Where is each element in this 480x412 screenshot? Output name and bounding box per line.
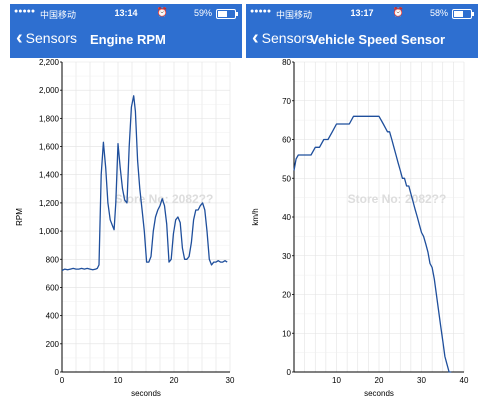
y-tick-label: 1,000 (39, 227, 60, 236)
y-tick-label: 50 (282, 174, 291, 183)
back-label: Sensors (25, 30, 78, 46)
carrier-name: 中国移动 (40, 10, 77, 20)
y-tick-label: 1,600 (39, 143, 60, 152)
vehicle-speed-screen: ●●●●● 中国移动 13:17 ⏰ 58% ‹ Sensors Vehicle… (246, 4, 478, 406)
signal-icon: ●●●●● (14, 8, 36, 15)
y-tick-label: 2,200 (39, 58, 60, 67)
watermark-text: Store No: 2082?? (348, 192, 447, 206)
x-tick-label: 0 (60, 376, 65, 385)
x-tick-label: 30 (417, 376, 426, 385)
y-tick-label: 70 (282, 97, 291, 106)
x-tick-label: 10 (332, 376, 341, 385)
series-line (61, 95, 228, 272)
y-tick-label: 80 (282, 58, 291, 67)
status-bar: ●●●●● 中国移动 13:14 ⏰ 59% (10, 4, 242, 22)
y-tick-label: 60 (282, 136, 291, 145)
battery-level (454, 11, 464, 17)
signal-icon: ●●●●● (250, 8, 272, 15)
rpm-chart: 02004006008001,0001,2001,4001,6001,8002,… (15, 58, 235, 398)
status-bar: ●●●●● 中国移动 13:17 ⏰ 58% (246, 4, 478, 22)
y-tick-label: 600 (46, 283, 60, 292)
alarm-icon: ⏰ (156, 7, 168, 17)
x-axis-label: seconds (131, 389, 161, 398)
y-axis-label: RPM (15, 208, 24, 226)
y-tick-label: 20 (282, 291, 291, 300)
y-tick-label: 200 (46, 340, 60, 349)
battery-icon (452, 9, 474, 19)
chevron-left-icon: ‹ (252, 27, 259, 49)
x-tick-label: 30 (226, 376, 235, 385)
speed-chart: 0 10 20 30 40 50 60 70 80 10 20 30 40 seconds km/h Stor… (251, 58, 469, 398)
y-tick-label: 800 (46, 255, 60, 264)
y-tick-label: 1,200 (39, 199, 60, 208)
watermark-text: Store No: 2082?? (115, 192, 214, 206)
engine-rpm-screen: ●●●●● 中国移动 13:14 ⏰ 59% ‹ Sensors Engine … (10, 4, 242, 406)
back-button[interactable]: ‹ Sensors (16, 27, 78, 49)
navigation-bar: ‹ Sensors Vehicle Speed Sensor (246, 22, 478, 58)
back-label: Sensors (261, 30, 314, 46)
x-tick-label: 40 (460, 376, 469, 385)
x-axis-label: seconds (364, 389, 394, 398)
x-tick-label: 10 (114, 376, 123, 385)
y-tick-label: 1,400 (39, 171, 60, 180)
battery-percent: 59% (193, 8, 212, 18)
back-button[interactable]: ‹ Sensors (252, 27, 314, 49)
clock: 13:14 (114, 8, 138, 18)
battery-icon (216, 9, 238, 19)
page-title: Vehicle Speed Sensor (310, 32, 446, 47)
y-tick-label: 1,800 (39, 114, 60, 123)
y-tick-label: 0 (287, 368, 292, 377)
y-axis-label: km/h (251, 208, 260, 225)
carrier-name: 中国移动 (276, 10, 313, 20)
y-tick-label: 30 (282, 252, 291, 261)
clock: 13:17 (350, 8, 374, 18)
x-tick-label: 20 (170, 376, 179, 385)
chevron-left-icon: ‹ (16, 27, 23, 49)
y-tick-label: 400 (46, 312, 60, 321)
y-tick-label: 10 (282, 329, 291, 338)
y-tick-label: 0 (55, 368, 60, 377)
y-tick-label: 40 (282, 213, 291, 222)
alarm-icon: ⏰ (392, 7, 404, 17)
y-tick-label: 2,000 (39, 86, 60, 95)
battery-percent: 58% (429, 8, 448, 18)
navigation-bar: ‹ Sensors Engine RPM (10, 22, 242, 58)
page-title: Engine RPM (90, 32, 166, 47)
series-line (293, 115, 452, 373)
battery-level (218, 11, 228, 17)
x-tick-label: 20 (375, 376, 384, 385)
